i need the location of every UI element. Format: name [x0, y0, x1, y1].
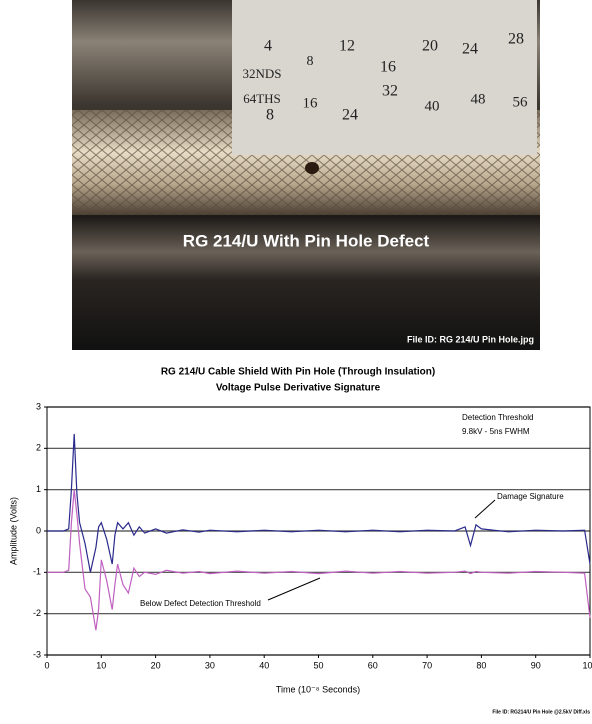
photo-caption: RG 214/U With Pin Hole Defect — [183, 231, 430, 250]
ruler-label: 28 — [508, 31, 524, 48]
annotation-arrow — [268, 578, 320, 600]
x-tick-label: 70 — [422, 660, 432, 670]
chart-title: RG 214/U Cable Shield With Pin Hole (Thr… — [161, 367, 435, 378]
ruler-label: 24 — [462, 41, 478, 58]
ruler-label: 64THS — [243, 91, 281, 106]
ruler-label: 8 — [266, 107, 274, 124]
footer: File ID: RG214/U Pin Hole @2.5kV Diff.xl… — [492, 709, 590, 715]
x-tick-label: 80 — [476, 660, 486, 670]
ruler-label: 40 — [425, 98, 440, 114]
ruler-label: 16 — [303, 95, 319, 111]
annotation: Detection Threshold — [462, 413, 533, 422]
ruler-label: 12 — [339, 38, 355, 55]
y-tick-label: -2 — [33, 608, 41, 618]
ruler-label: 24 — [342, 107, 358, 124]
annotation-arrow — [475, 500, 495, 518]
y-axis-label: Amplitude (Volts) — [8, 497, 18, 565]
annotation: 9.8kV - 5ns FWHM — [462, 427, 530, 436]
y-tick-label: 2 — [36, 443, 41, 453]
y-tick-label: 1 — [36, 484, 41, 494]
x-tick-label: 30 — [205, 660, 215, 670]
annotation: Below Defect Detection Threshold — [140, 599, 261, 608]
x-tick-label: 20 — [151, 660, 161, 670]
ruler-label: 48 — [471, 91, 486, 107]
x-tick-label: 40 — [259, 660, 269, 670]
x-tick-label: 90 — [531, 660, 541, 670]
annotation: Damage Signature — [497, 492, 564, 501]
x-tick-label: 50 — [313, 660, 323, 670]
x-tick-label: 0 — [44, 660, 49, 670]
ruler-label: 8 — [307, 54, 314, 69]
ruler-label: 20 — [422, 38, 438, 55]
page: 48121620242832NDS64THS1632404856824 RG 2… — [0, 0, 592, 719]
ruler-label: 32 — [382, 83, 398, 100]
y-tick-label: 3 — [36, 401, 41, 411]
photo-file-id: File ID: RG 214/U Pin Hole.jpg — [407, 334, 534, 344]
ruler-label: 16 — [380, 59, 396, 76]
series-line — [47, 434, 590, 572]
plot: -3-2-101230102030405060708090100 — [33, 401, 592, 670]
y-tick-label: -3 — [33, 649, 41, 659]
x-axis-label: Time (10⁻⁸ Seconds) — [276, 684, 360, 694]
pin-hole — [305, 162, 319, 174]
ruler-label: 4 — [264, 38, 272, 55]
y-tick-label: -1 — [33, 567, 41, 577]
y-tick-label: 0 — [36, 525, 41, 535]
x-tick-label: 100 — [582, 660, 592, 670]
series-line — [47, 490, 590, 631]
figure: 48121620242832NDS64THS1632404856824 RG 2… — [0, 0, 592, 719]
x-tick-label: 60 — [368, 660, 378, 670]
x-tick-label: 10 — [96, 660, 106, 670]
chart-subtitle: Voltage Pulse Derivative Signature — [216, 383, 381, 394]
ruler-label: 32NDS — [242, 66, 281, 81]
ruler-label: 56 — [513, 94, 529, 110]
